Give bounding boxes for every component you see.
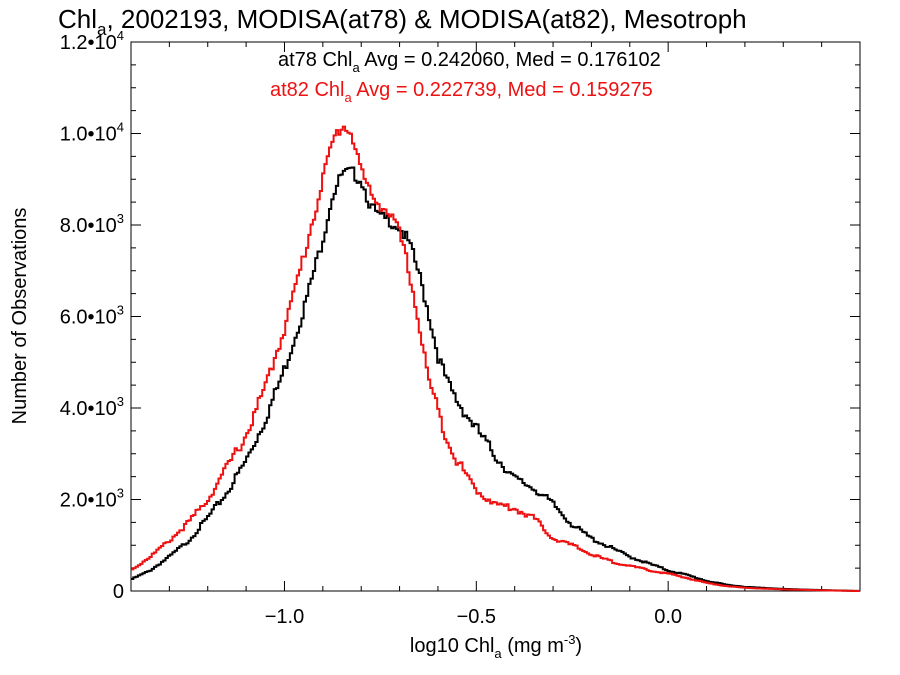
series-layer [131,125,860,592]
y-tick-label: 1.2•104 [60,28,124,54]
y-axis-label: Number of Observations [9,208,31,425]
x-tick-label: −1.0 [265,606,304,628]
x-tick-label: −0.5 [457,606,496,628]
axis-ticks [130,41,860,592]
x-tick-label: 0.0 [654,606,682,628]
y-tick-label: 8.0•103 [60,211,124,237]
x-axis-label: log10 Chla (mg m-3) [410,632,582,661]
y-tick-label: 4.0•103 [60,394,124,420]
y-tick-label: 1.0•104 [60,120,124,146]
y-tick-label: 0 [113,581,124,603]
y-tick-label: 2.0•103 [60,486,124,512]
tick-labels: −1.0 −0.5 0.0 0 2.0•103 4.0•103 6.0•103 8.0•103… [60,28,682,628]
y-tick-label: 6.0•103 [60,303,124,329]
annotation-at82: at82 Chla Avg = 0.222739, Med = 0.159275 [270,79,653,105]
series-at82-histogram [131,125,860,592]
chart-title: Chla, 2002193, MODISA(at78) & MODISA(at8… [58,4,747,39]
annotation-at78: at78 Chla Avg = 0.242060, Med = 0.176102 [278,49,661,75]
